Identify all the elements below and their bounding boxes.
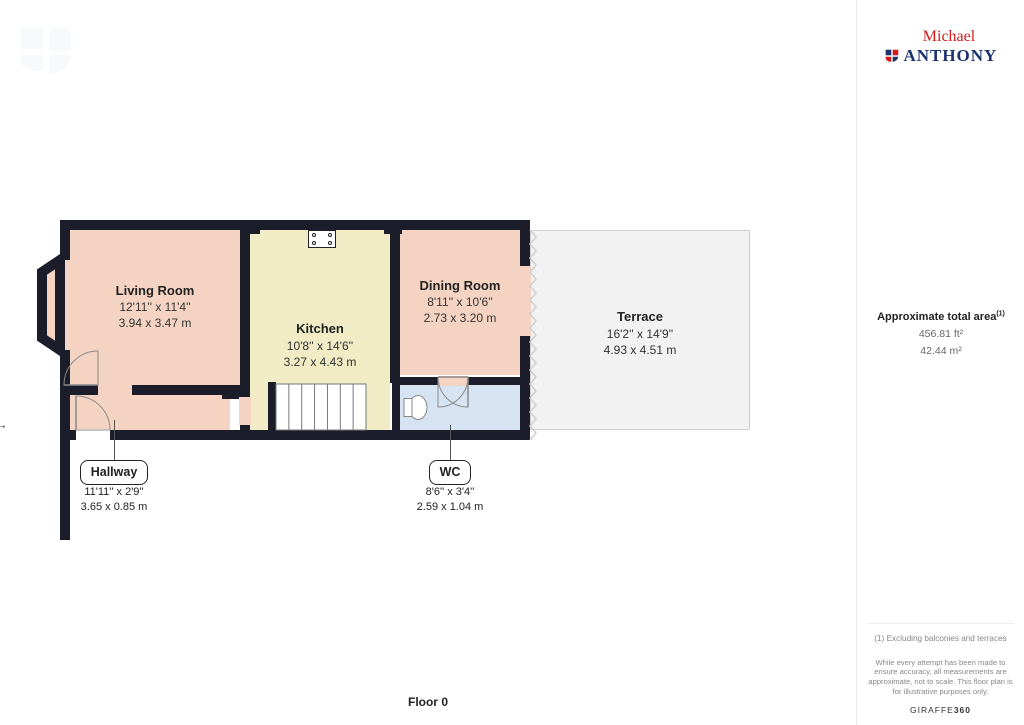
agent-shield-icon: [885, 49, 899, 63]
label-living: Living Room 12'11'' x 11'4'' 3.94 x 3.47…: [70, 282, 240, 332]
room-met: 4.93 x 4.51 m: [530, 342, 750, 358]
footnote: (1) Excluding balconies and terraces: [867, 623, 1014, 643]
callout-line: [114, 420, 115, 460]
room-imp: 16'2'' x 14'9'': [530, 326, 750, 342]
floorplan-canvas: Michael ANTHONY Living Room 12: [0, 0, 856, 725]
room-name: Terrace: [530, 308, 750, 326]
room-met: 3.94 x 3.47 m: [70, 315, 240, 331]
info-sidebar: Michael ANTHONY Approximate total area(1…: [856, 0, 1024, 725]
callout-imp: 8'6'' x 3'4'': [426, 486, 475, 498]
floor-caption: Floor 0: [0, 695, 856, 709]
agent-line2: ANTHONY: [903, 46, 997, 66]
label-kitchen: Kitchen 10'8'' x 14'6'' 3.27 x 4.43 m: [250, 320, 390, 370]
agent-logo: Michael ANTHONY: [857, 28, 1024, 66]
label-dining: Dining Room 8'11'' x 10'6'' 2.73 x 3.20 …: [400, 277, 520, 327]
entry-arrow-icon: →: [0, 416, 8, 432]
room-met: 3.27 x 4.43 m: [250, 354, 390, 370]
total-area-heading: Approximate total area(1): [877, 311, 1005, 323]
callout-title: Hallway: [80, 460, 149, 485]
callout-wc: WC 8'6'' x 3'4'' 2.59 x 1.04 m: [395, 460, 505, 515]
room-imp: 10'8'' x 14'6'': [250, 338, 390, 354]
callout-title: WC: [429, 460, 472, 485]
room-imp: 8'11'' x 10'6'': [400, 294, 520, 310]
total-area-sqm: 42.44 m²: [857, 345, 1024, 357]
room-imp: 12'11'' x 11'4'': [70, 299, 240, 315]
watermark-shield-icon: [18, 24, 74, 80]
total-area-sqft: 456.81 ft²: [857, 328, 1024, 340]
callout-hallway: Hallway 11'11'' x 2'9'' 3.65 x 0.85 m: [59, 460, 169, 515]
room-met: 2.73 x 3.20 m: [400, 310, 520, 326]
room-name: Kitchen: [250, 320, 390, 338]
disclaimer: While every attempt has been made to ens…: [867, 658, 1014, 697]
page: Michael ANTHONY Living Room 12: [0, 0, 1024, 725]
room-name: Living Room: [70, 282, 240, 300]
label-terrace: Terrace 16'2'' x 14'9'' 4.93 x 4.51 m: [530, 308, 750, 358]
callout-met: 3.65 x 0.85 m: [81, 501, 148, 513]
floorplan: Living Room 12'11'' x 11'4'' 3.94 x 3.47…: [30, 220, 830, 490]
brand-giraffe360: GIRAFFE360: [857, 705, 1024, 715]
callout-met: 2.59 x 1.04 m: [417, 501, 484, 513]
callout-line: [450, 425, 451, 460]
total-area: Approximate total area(1) 456.81 ft² 42.…: [857, 310, 1024, 357]
callout-imp: 11'11'' x 2'9'': [84, 486, 143, 498]
agent-line1: Michael: [873, 28, 1024, 46]
room-name: Dining Room: [400, 277, 520, 295]
